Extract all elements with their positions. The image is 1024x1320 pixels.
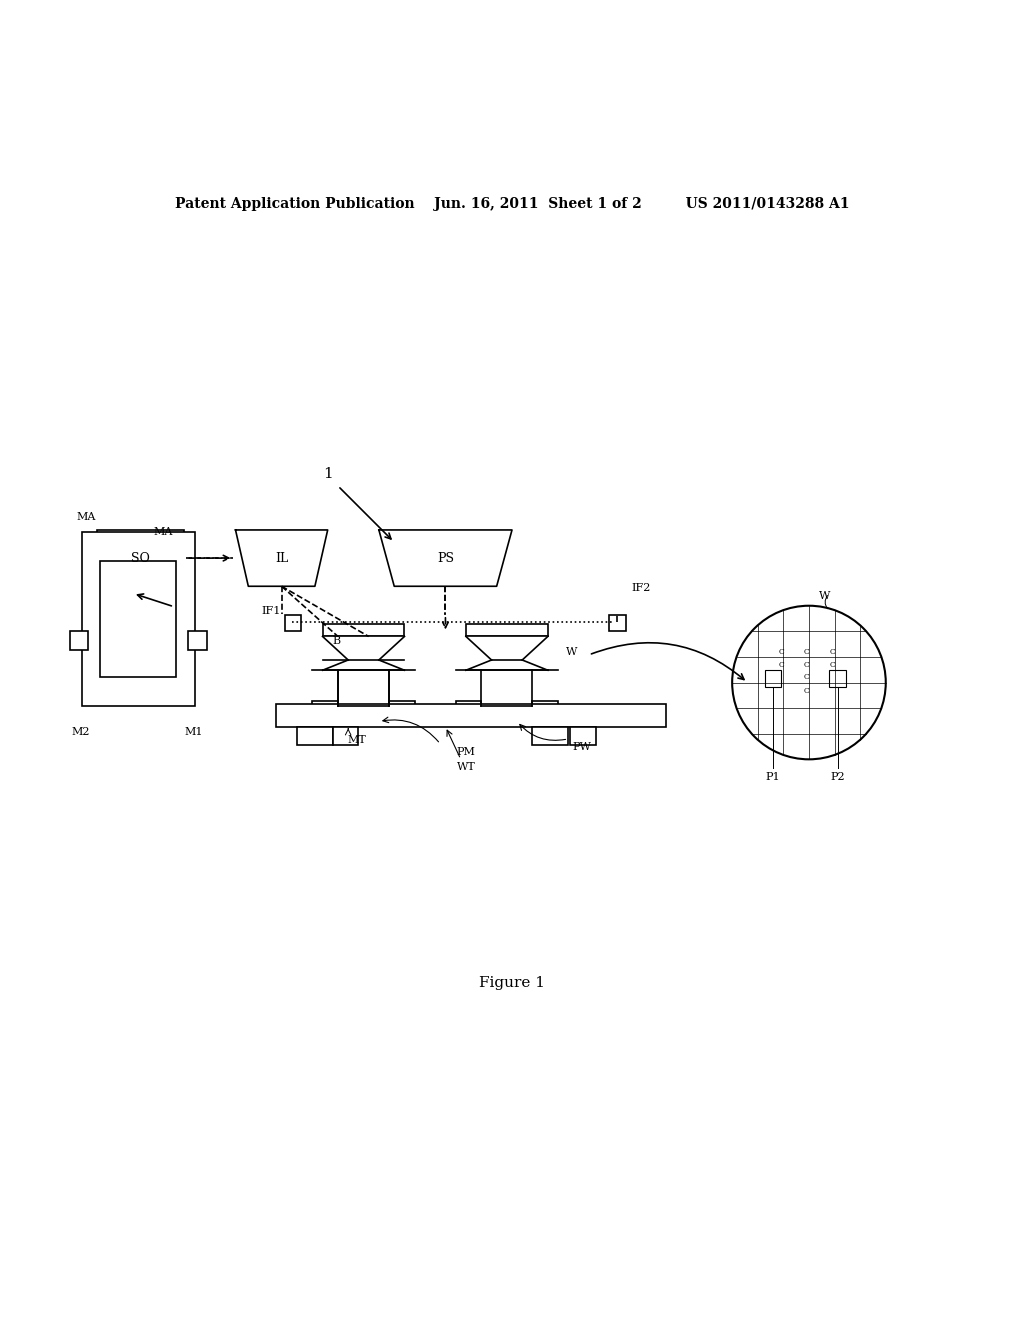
Text: C: C xyxy=(804,648,810,656)
Text: C: C xyxy=(829,661,836,669)
Bar xyxy=(70,631,88,649)
Text: MA: MA xyxy=(154,527,173,537)
Text: PM: PM xyxy=(457,747,475,758)
Text: C: C xyxy=(804,686,810,694)
Text: Patent Application Publication    Jun. 16, 2011  Sheet 1 of 2         US 2011/01: Patent Application Publication Jun. 16, … xyxy=(175,197,849,211)
Text: MA: MA xyxy=(77,512,96,521)
Text: B: B xyxy=(333,636,341,647)
Polygon shape xyxy=(379,529,512,586)
Text: IL: IL xyxy=(275,552,288,565)
Bar xyxy=(532,701,558,722)
Bar xyxy=(276,704,666,726)
Text: 1: 1 xyxy=(323,467,333,480)
Text: W: W xyxy=(566,647,578,657)
Bar xyxy=(765,671,781,686)
Bar xyxy=(829,671,846,686)
Polygon shape xyxy=(323,660,404,671)
Bar xyxy=(285,615,301,631)
Text: M1: M1 xyxy=(184,726,203,737)
Text: IF1: IF1 xyxy=(261,606,281,616)
Bar xyxy=(82,532,195,706)
Bar xyxy=(188,631,207,649)
Bar xyxy=(312,701,338,722)
Bar xyxy=(456,701,481,722)
Text: PW: PW xyxy=(572,742,591,752)
Polygon shape xyxy=(323,636,404,660)
Polygon shape xyxy=(466,636,548,660)
Text: C: C xyxy=(804,661,810,669)
Bar xyxy=(323,624,404,636)
Text: P1: P1 xyxy=(766,772,780,781)
Text: C: C xyxy=(778,661,784,669)
Text: PS: PS xyxy=(437,552,454,565)
Text: C: C xyxy=(829,648,836,656)
Text: IF2: IF2 xyxy=(632,583,651,594)
Text: MT: MT xyxy=(347,735,366,744)
Text: C: C xyxy=(778,648,784,656)
Polygon shape xyxy=(236,529,328,586)
Bar xyxy=(100,561,176,677)
Text: SO: SO xyxy=(131,552,151,565)
Bar xyxy=(466,624,548,636)
Bar xyxy=(389,701,415,722)
Polygon shape xyxy=(466,660,548,671)
Text: C: C xyxy=(804,673,810,681)
Bar xyxy=(609,615,626,631)
Text: WT: WT xyxy=(457,763,475,772)
Bar xyxy=(97,529,184,586)
Bar xyxy=(570,726,596,744)
Bar xyxy=(333,726,358,744)
Text: M2: M2 xyxy=(72,726,90,737)
Text: Figure 1: Figure 1 xyxy=(479,975,545,990)
Text: P2: P2 xyxy=(830,772,845,781)
Text: W: W xyxy=(819,590,830,601)
Bar xyxy=(532,726,568,744)
Bar xyxy=(297,726,333,744)
